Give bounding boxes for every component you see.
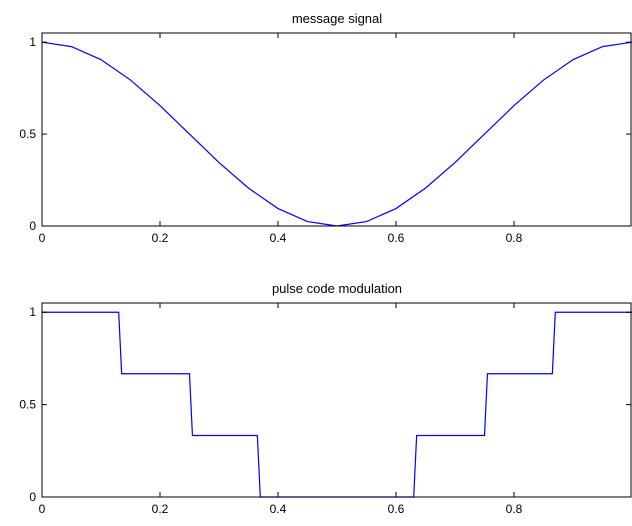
y-tick-label: 0.5	[19, 398, 36, 412]
x-tick-label: 0.4	[270, 231, 287, 245]
axes-frame	[41, 302, 632, 498]
x-tick-label: 0	[39, 502, 46, 516]
axes-frame	[41, 32, 632, 227]
message-signal-panel: message signal 0 0.2 0.4 0.6 0.8 0 0.5 1	[19, 11, 632, 245]
x-tick-label: 0.8	[506, 231, 523, 245]
pcm-panel: pulse code modulation 0 0.2 0.4 0.6 0.8 0 0.5 1	[19, 281, 632, 516]
series-line	[41, 41, 632, 227]
y-tick-label: 0	[29, 490, 36, 504]
x-tick-label: 0.2	[152, 502, 169, 516]
x-tick-label: 0.6	[388, 231, 405, 245]
y-tick-label: 0.5	[19, 127, 36, 141]
y-tick-label: 1	[29, 305, 36, 319]
y-tick-label: 0	[29, 219, 36, 233]
x-tick-label: 0.2	[152, 231, 169, 245]
y-tick-label: 1	[29, 35, 36, 49]
x-tick-label: 0.8	[506, 502, 523, 516]
chart-title: message signal	[292, 11, 382, 26]
x-tick-label: 0.4	[270, 502, 287, 516]
x-tick-label: 0.6	[388, 502, 405, 516]
x-tick-label: 0	[39, 231, 46, 245]
series-line	[42, 311, 632, 498]
chart-title: pulse code modulation	[272, 281, 402, 296]
